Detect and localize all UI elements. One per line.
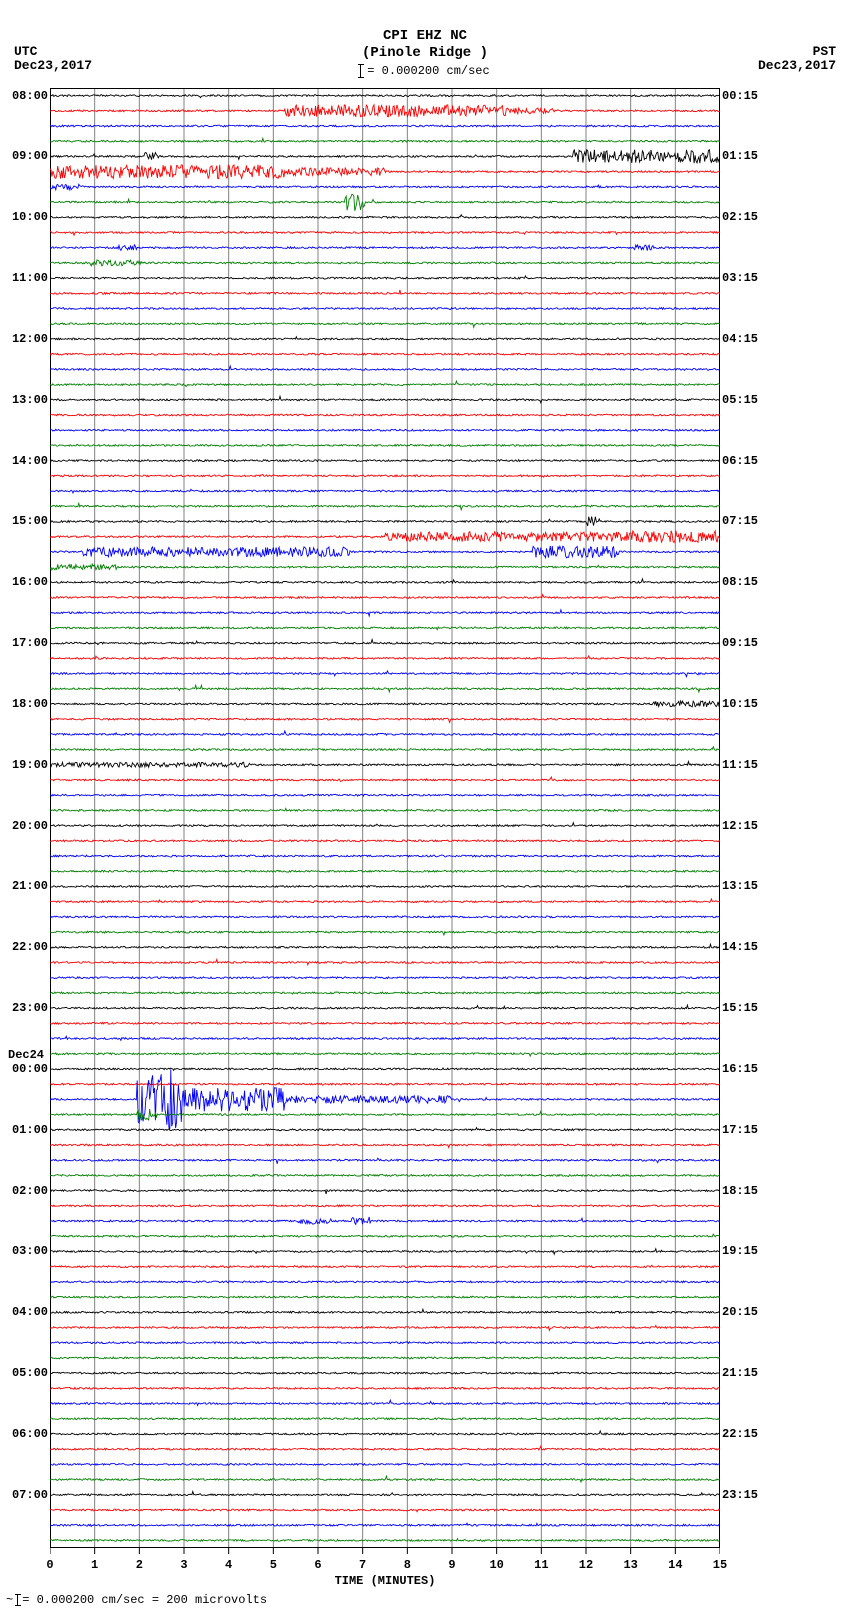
utc-hour-label: 10:00 — [0, 211, 48, 223]
utc-hour-label: 00:00 — [0, 1063, 48, 1075]
station-name: (Pinole Ridge ) — [0, 45, 850, 62]
utc-hour-label: 06:00 — [0, 1428, 48, 1440]
pst-hour-label: 21:15 — [722, 1367, 842, 1379]
x-axis: TIME (MINUTES) 0123456789101112131415 — [50, 1548, 720, 1588]
scale-text: = 0.000200 cm/sec — [367, 64, 489, 78]
pst-hour-label: 20:15 — [722, 1306, 842, 1318]
pst-hour-label: 12:15 — [722, 820, 842, 832]
seismogram-plot — [50, 88, 720, 1548]
date-right: Dec23,2017 — [758, 58, 836, 73]
x-tick-label: 5 — [270, 1558, 277, 1572]
x-tick-label: 4 — [225, 1558, 232, 1572]
utc-hour-label: 20:00 — [0, 820, 48, 832]
utc-hour-label: 03:00 — [0, 1245, 48, 1257]
utc-hour-label: 05:00 — [0, 1367, 48, 1379]
utc-hour-label: 17:00 — [0, 637, 48, 649]
utc-hour-label: 01:00 — [0, 1124, 48, 1136]
pst-hour-label: 22:15 — [722, 1428, 842, 1440]
utc-hour-label: 14:00 — [0, 455, 48, 467]
scale-bar-icon — [360, 64, 361, 78]
pst-hour-label: 13:15 — [722, 880, 842, 892]
x-tick-label: 14 — [668, 1558, 682, 1572]
pst-hour-label: 11:15 — [722, 759, 842, 771]
utc-hour-label: 19:00 — [0, 759, 48, 771]
x-tick-label: 13 — [623, 1558, 637, 1572]
pst-hour-label: 09:15 — [722, 637, 842, 649]
chart-title: CPI EHZ NC (Pinole Ridge ) — [0, 28, 850, 62]
x-tick-label: 8 — [404, 1558, 411, 1572]
x-tick-label: 1 — [91, 1558, 98, 1572]
pst-hour-label: 06:15 — [722, 455, 842, 467]
pst-hour-label: 18:15 — [722, 1185, 842, 1197]
pst-hour-label: 08:15 — [722, 576, 842, 588]
pst-hour-label: 00:15 — [722, 90, 842, 102]
station-code: CPI EHZ NC — [0, 28, 850, 45]
x-tick-label: 7 — [359, 1558, 366, 1572]
x-tick-label: 2 — [136, 1558, 143, 1572]
footer-scale-bar-icon — [17, 1594, 18, 1606]
utc-hour-label: 23:00 — [0, 1002, 48, 1014]
date-change-label: Dec24 — [8, 1048, 44, 1062]
pst-hour-label: 17:15 — [722, 1124, 842, 1136]
x-tick-label: 0 — [46, 1558, 53, 1572]
pst-hour-label: 19:15 — [722, 1245, 842, 1257]
x-tick-label: 15 — [713, 1558, 727, 1572]
utc-hour-label: 12:00 — [0, 333, 48, 345]
utc-hour-label: 08:00 — [0, 90, 48, 102]
utc-hour-label: 11:00 — [0, 272, 48, 284]
utc-hour-label: 21:00 — [0, 880, 48, 892]
pst-hour-label: 07:15 — [722, 515, 842, 527]
pst-hour-label: 16:15 — [722, 1063, 842, 1075]
utc-hour-label: 07:00 — [0, 1489, 48, 1501]
x-tick-label: 10 — [489, 1558, 503, 1572]
pst-hour-label: 14:15 — [722, 941, 842, 953]
utc-hour-label: 02:00 — [0, 1185, 48, 1197]
utc-hour-label: 09:00 — [0, 150, 48, 162]
utc-hour-label: 18:00 — [0, 698, 48, 710]
x-tick-label: 3 — [180, 1558, 187, 1572]
pst-hour-label: 15:15 — [722, 1002, 842, 1014]
timezone-left: UTC — [14, 44, 37, 59]
x-tick-label: 9 — [448, 1558, 455, 1572]
utc-hour-label: 15:00 — [0, 515, 48, 527]
pst-hour-label: 10:15 — [722, 698, 842, 710]
pst-hour-label: 03:15 — [722, 272, 842, 284]
utc-hour-labels: 08:00 09:00 10:00 11:00 12:00 13:00 14:00 15:00… — [0, 88, 48, 1548]
pst-hour-labels: 00:15 01:15 02:15 03:15 04:15 05:15 06:15 07:15… — [722, 88, 842, 1548]
utc-hour-label: 16:00 — [0, 576, 48, 588]
footer-scale: ~= 0.000200 cm/sec = 200 microvolts — [6, 1593, 267, 1607]
utc-hour-label: 13:00 — [0, 394, 48, 406]
pst-hour-label: 01:15 — [722, 150, 842, 162]
x-tick-label: 6 — [314, 1558, 321, 1572]
utc-hour-label: 22:00 — [0, 941, 48, 953]
x-axis-title: TIME (MINUTES) — [50, 1574, 720, 1588]
date-left: Dec23,2017 — [14, 58, 92, 73]
x-tick-label: 12 — [579, 1558, 593, 1572]
pst-hour-label: 04:15 — [722, 333, 842, 345]
timezone-right: PST — [813, 44, 836, 59]
footer-text: = 0.000200 cm/sec = 200 microvolts — [22, 1593, 267, 1607]
pst-hour-label: 05:15 — [722, 394, 842, 406]
x-tick-label: 11 — [534, 1558, 548, 1572]
utc-hour-label: 04:00 — [0, 1306, 48, 1318]
scale-indicator: = 0.000200 cm/sec — [0, 64, 850, 78]
pst-hour-label: 02:15 — [722, 211, 842, 223]
pst-hour-label: 23:15 — [722, 1489, 842, 1501]
